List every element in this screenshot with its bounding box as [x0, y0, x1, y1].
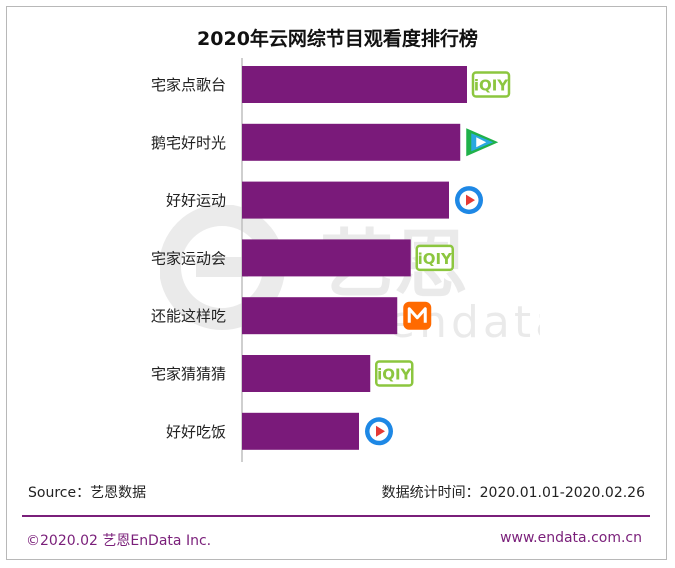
website-link[interactable]: www.endata.com.cn [500, 530, 642, 546]
category-label: 宅家运动会 [151, 249, 226, 267]
bar [242, 181, 449, 219]
bar [242, 355, 371, 392]
chart-title: 2020年云网综节目观看度排行榜 [197, 28, 478, 50]
svg-text:iQIY: iQIY [418, 250, 453, 268]
mango-tv-icon [403, 301, 432, 330]
category-label: 宅家猜猜猜 [151, 365, 226, 383]
svg-text:iQIY: iQIY [377, 366, 412, 384]
bar [242, 66, 467, 103]
data-period: 数据统计时间：2020.01.01-2020.02.26 [381, 485, 645, 501]
bar [242, 239, 411, 277]
category-label: 好好运动 [166, 192, 226, 210]
source-note: Source：艺恩数据 [28, 485, 147, 501]
tencent-video-icon [466, 128, 499, 157]
footer-divider [22, 515, 650, 517]
category-label: 还能这样吃 [151, 307, 226, 325]
category-label: 宅家点歌台 [151, 76, 226, 94]
category-label: 鹅宅好时光 [151, 134, 226, 152]
iqiyi-icon: iQIY [471, 71, 511, 98]
bar [242, 123, 461, 161]
youku-icon [365, 417, 393, 446]
bar [242, 297, 398, 335]
bar [242, 412, 359, 450]
iqiyi-icon: iQIY [415, 244, 454, 272]
copyright: ©2020.02 艺恩EnData Inc. [26, 533, 212, 549]
svg-text:iQIY: iQIY [474, 77, 509, 95]
iqiyi-icon: iQIY [375, 360, 414, 387]
category-label: 好好吃饭 [166, 423, 226, 441]
youku-icon [455, 186, 483, 215]
